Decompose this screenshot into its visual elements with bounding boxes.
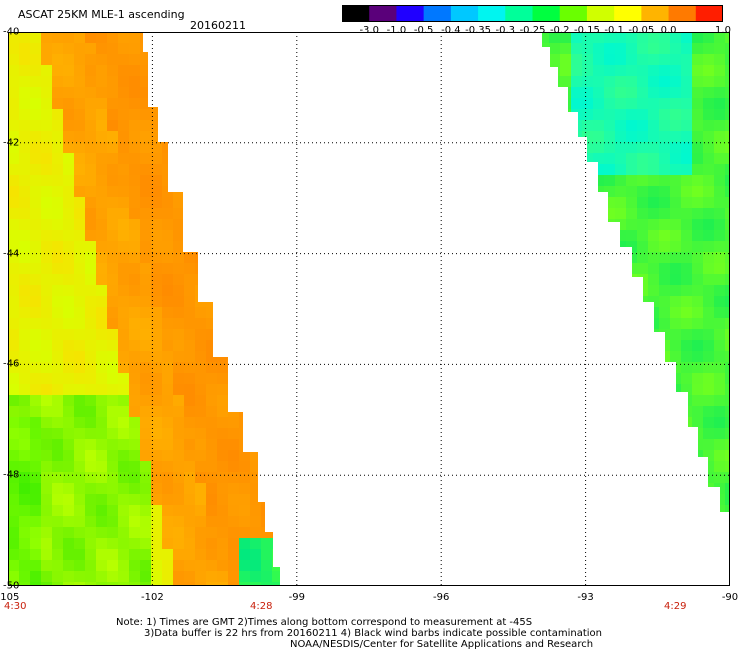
y-axis-tick-label: -44 [3, 248, 20, 260]
colorbar-swatch [396, 5, 425, 22]
y-axis-tick-label: -48 [3, 469, 20, 481]
time-label-left: 4:30 [4, 601, 27, 612]
colorbar-swatch [559, 5, 588, 22]
colorbar-label: 1.0 [715, 25, 731, 36]
colorbar-label: -0.35 [465, 25, 491, 36]
map-plot [8, 32, 730, 586]
colorbar-label: -0.4 [441, 25, 461, 36]
x-axis-tick-label: -93 [577, 592, 594, 603]
colorbar-swatch [505, 5, 534, 22]
x-axis-tick-label: -96 [433, 592, 450, 603]
colorbar-label: -0.15 [573, 25, 600, 36]
grid-lines [8, 32, 730, 586]
y-axis-tick-label: -42 [3, 137, 20, 149]
colorbar-swatch [614, 5, 642, 22]
colorbar-label: -0.1 [604, 25, 624, 36]
colorbar-label: -0.5 [413, 25, 434, 36]
note-line-3: NOAA/NESDIS/Center for Satellite Applica… [290, 639, 594, 650]
colorbar-label: -0.2 [549, 25, 570, 36]
colorbar-swatch [369, 5, 398, 22]
y-axis-tick-label: -40 [3, 26, 20, 38]
note-line-1: Note: 1) Times are GMT 2)Times along bot… [116, 617, 533, 628]
colorbar-swatch [478, 5, 506, 22]
colorbar-label: -0.05 [628, 25, 655, 36]
x-axis-tick-label: -105 [0, 592, 20, 603]
plot-frame [8, 32, 730, 586]
colorbar-label: -3.0 [359, 25, 379, 36]
colorbar-swatch [342, 5, 370, 22]
time-label-right: 4:29 [664, 601, 687, 612]
colorbar-swatch [450, 5, 479, 22]
colorbar-label: -1.0 [386, 25, 407, 36]
colorbar-swatch [641, 5, 670, 22]
colorbar-swatch [695, 5, 723, 22]
time-label-middle: 4:28 [250, 601, 273, 612]
colorbar-swatch [532, 5, 561, 22]
note-line-2: 3)Data buffer is 22 hrs from 20160211 4)… [144, 628, 602, 639]
colorbar-label: -0.3 [495, 25, 516, 36]
x-axis-tick-label: -90 [721, 592, 739, 603]
x-axis-tick-label: -99 [288, 592, 305, 603]
y-axis-tick-label: -50 [3, 580, 20, 592]
colorbar-label: 0.0 [660, 25, 677, 36]
colorbar-swatch [668, 5, 697, 22]
colorbar-swatch [586, 5, 615, 22]
map-date: 20160211 [190, 19, 246, 32]
x-axis-tick-label: -102 [141, 592, 164, 603]
left-swath [8, 32, 280, 586]
colorbar-label: -0.25 [519, 25, 546, 36]
y-axis-tick-label: -46 [3, 358, 20, 370]
right-swath [542, 32, 730, 512]
colorbar-swatch [423, 5, 452, 22]
map-title: ASCAT 25KM MLE-1 ascending [18, 8, 185, 21]
colorbar [342, 5, 723, 22]
